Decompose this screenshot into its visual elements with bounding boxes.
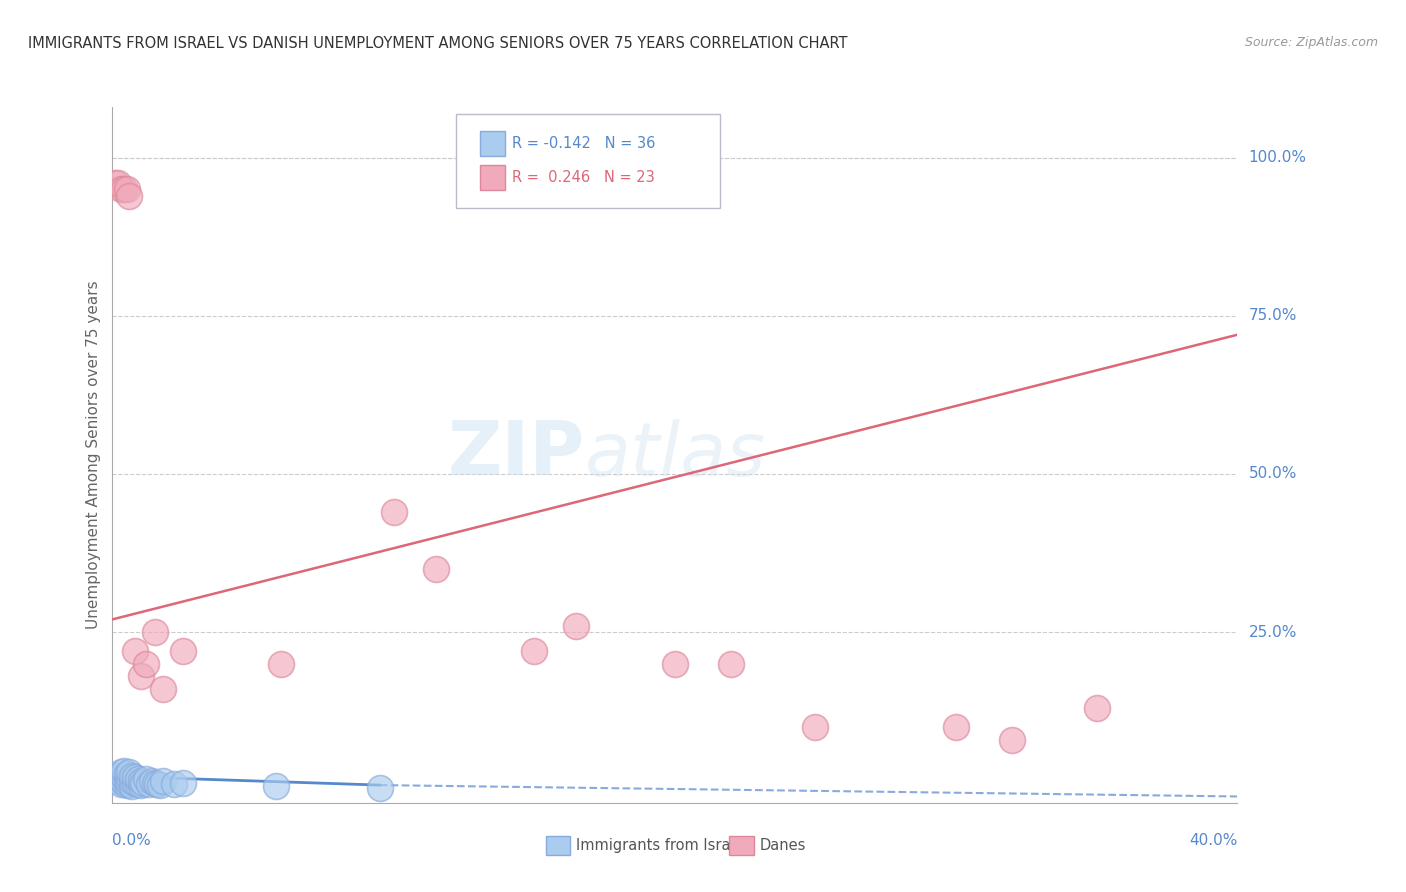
Point (138, 777, 160, 791)
Point (152, 681, 174, 696)
Point (112, 182, 135, 196)
Point (135, 657, 157, 671)
Text: Danes: Danes (759, 838, 806, 853)
Point (110, 772, 132, 786)
Bar (546, 836, 571, 855)
Point (149, 778, 172, 792)
Point (425, 562, 447, 576)
Point (141, 773, 163, 788)
Text: atlas: atlas (585, 419, 766, 491)
Point (127, 772, 149, 786)
Text: R =  0.246   N = 23: R = 0.246 N = 23 (512, 169, 655, 185)
Point (110, 777, 132, 791)
Text: IMMIGRANTS FROM ISRAEL VS DANISH UNEMPLOYMENT AMONG SENIORS OVER 75 YEARS CORREL: IMMIGRANTS FROM ISRAEL VS DANISH UNEMPLO… (28, 36, 848, 51)
Point (143, 775, 166, 789)
Point (152, 774, 174, 789)
Point (115, 778, 138, 792)
Text: 50.0%: 50.0% (1249, 467, 1296, 482)
Point (112, 771, 135, 785)
Point (107, 176, 129, 190)
Y-axis label: Unemployment Among Seniors over 75 years: Unemployment Among Seniors over 75 years (86, 281, 101, 629)
Point (368, 780, 391, 795)
Point (121, 773, 143, 788)
Point (104, 176, 127, 190)
Point (121, 769, 143, 783)
Point (143, 625, 166, 640)
Point (129, 773, 152, 788)
Point (163, 777, 186, 791)
FancyBboxPatch shape (456, 114, 720, 208)
Point (146, 777, 169, 791)
Point (129, 669, 152, 683)
Bar (728, 836, 754, 855)
Point (945, 720, 967, 734)
Point (118, 777, 141, 791)
Point (112, 764, 135, 779)
Text: 40.0%: 40.0% (1189, 833, 1237, 848)
Point (118, 772, 141, 786)
Point (121, 779, 143, 793)
Point (664, 657, 686, 671)
Point (523, 644, 546, 658)
Point (115, 182, 138, 196)
Point (104, 771, 127, 785)
Text: ZIP: ZIP (447, 418, 585, 491)
Bar (481, 165, 505, 190)
Text: Source: ZipAtlas.com: Source: ZipAtlas.com (1244, 36, 1378, 49)
Point (172, 644, 194, 658)
Point (127, 777, 149, 791)
Point (270, 657, 292, 671)
Point (382, 505, 405, 519)
Point (264, 780, 287, 794)
Point (1085, 701, 1108, 715)
Point (172, 775, 194, 789)
Point (804, 720, 827, 734)
Point (118, 765, 141, 780)
Point (720, 657, 742, 671)
Point (1001, 732, 1024, 747)
Point (112, 775, 135, 789)
Point (115, 773, 138, 788)
Point (124, 771, 146, 785)
Text: R = -0.142   N = 36: R = -0.142 N = 36 (512, 136, 655, 151)
Point (110, 182, 132, 196)
Point (118, 188, 141, 202)
Point (129, 778, 152, 792)
Text: Immigrants from Israel: Immigrants from Israel (576, 838, 744, 853)
Point (107, 769, 129, 783)
Point (132, 775, 155, 789)
Point (115, 767, 138, 781)
Text: 0.0%: 0.0% (112, 833, 152, 848)
Point (110, 765, 132, 780)
Point (135, 772, 157, 786)
Text: 25.0%: 25.0% (1249, 624, 1296, 640)
Text: 100.0%: 100.0% (1249, 150, 1306, 165)
Point (124, 775, 146, 789)
Point (124, 644, 146, 658)
Text: 75.0%: 75.0% (1249, 309, 1296, 323)
Point (107, 773, 129, 788)
Bar (481, 131, 505, 156)
Point (565, 618, 588, 632)
